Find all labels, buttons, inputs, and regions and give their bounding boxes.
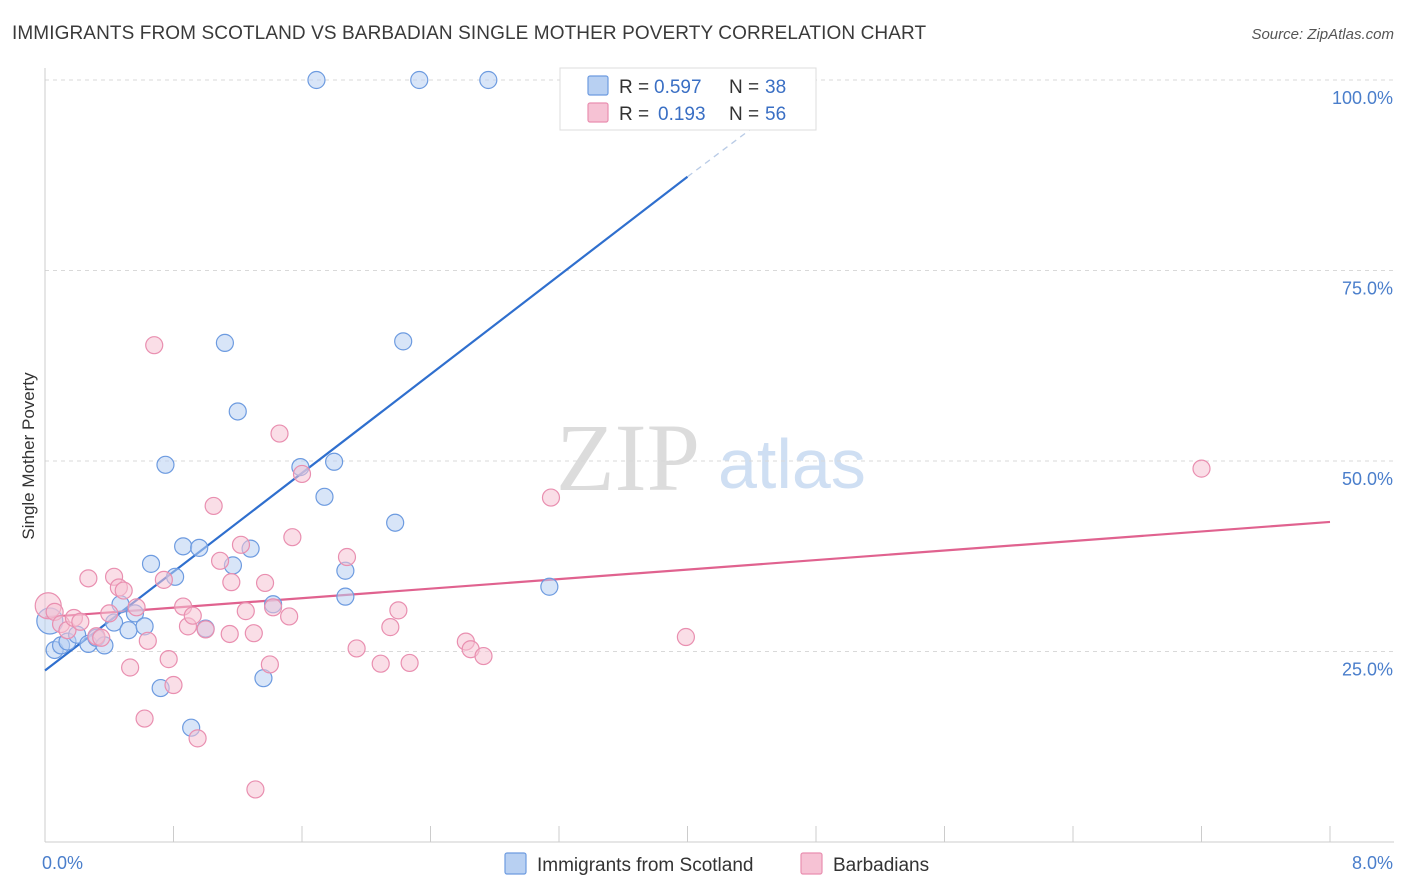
point-series-1-23 bbox=[183, 606, 202, 625]
legend-n-label-2: N = bbox=[729, 104, 759, 125]
y-axis-label: Single Mother Poverty bbox=[19, 372, 38, 540]
point-series-0-32 bbox=[336, 587, 355, 606]
trend-line-0 bbox=[44, 175, 689, 672]
point-series-1-12 bbox=[114, 581, 133, 600]
trend-line-1 bbox=[44, 520, 1331, 619]
y-tick-label-2: 75.0% bbox=[1342, 279, 1393, 299]
point-series-1-35 bbox=[260, 655, 279, 674]
point-series-1-15 bbox=[135, 709, 154, 728]
x-tick-label-1: 8.0% bbox=[1352, 853, 1393, 873]
legend-r-value-1: 0.597 bbox=[654, 77, 702, 98]
axes bbox=[44, 68, 1394, 843]
point-series-0-37 bbox=[540, 577, 559, 596]
data-points bbox=[34, 70, 1211, 799]
point-series-0-10 bbox=[119, 621, 138, 640]
point-series-1-44 bbox=[381, 618, 400, 637]
point-series-1-49 bbox=[474, 646, 493, 666]
point-series-1-9 bbox=[100, 604, 119, 623]
point-series-0-21 bbox=[215, 333, 234, 352]
x-tick-labels: 0.0% 8.0% bbox=[42, 853, 1393, 873]
bottom-legend-label-scotland: Immigrants from Scotland bbox=[537, 855, 753, 876]
point-series-1-39 bbox=[283, 528, 302, 547]
legend-n-value-2: 56 bbox=[765, 104, 786, 125]
point-series-1-28 bbox=[220, 624, 239, 644]
point-series-1-51 bbox=[676, 627, 695, 647]
point-series-1-6 bbox=[79, 569, 98, 588]
watermark-zip: ZIP bbox=[556, 404, 700, 511]
point-series-1-17 bbox=[145, 336, 164, 355]
bottom-legend-swatch-scotland bbox=[504, 852, 527, 875]
point-series-1-8 bbox=[92, 628, 111, 647]
point-series-1-19 bbox=[159, 650, 178, 669]
point-series-0-29 bbox=[315, 487, 334, 506]
point-series-0-36 bbox=[479, 70, 498, 90]
point-series-1-24 bbox=[188, 729, 207, 748]
point-series-0-15 bbox=[156, 455, 175, 474]
point-series-1-27 bbox=[210, 551, 230, 570]
legend-n-value-1: 38 bbox=[765, 77, 786, 98]
chart-source: Source: ZipAtlas.com bbox=[1251, 26, 1394, 43]
point-series-1-45 bbox=[389, 601, 408, 620]
point-series-1-29 bbox=[222, 573, 241, 592]
y-tick-labels: 25.0% 50.0% 75.0% 100.0% bbox=[1332, 88, 1393, 680]
point-series-0-23 bbox=[228, 402, 247, 421]
point-series-0-34 bbox=[394, 332, 413, 351]
point-series-0-19 bbox=[190, 538, 209, 557]
point-series-1-34 bbox=[255, 573, 275, 593]
watermark-atlas: atlas bbox=[718, 425, 866, 503]
bottom-legend: Immigrants from Scotland Barbadians bbox=[504, 852, 929, 876]
point-series-1-32 bbox=[244, 624, 263, 643]
chart-title: IMMIGRANTS FROM SCOTLAND VS BARBADIAN SI… bbox=[12, 23, 926, 44]
point-series-1-50 bbox=[541, 488, 561, 507]
legend-n-label-1: N = bbox=[729, 77, 759, 98]
watermark: ZIP atlas bbox=[556, 404, 866, 511]
point-series-1-38 bbox=[280, 607, 299, 626]
point-series-1-25 bbox=[196, 620, 215, 639]
point-series-1-18 bbox=[154, 570, 173, 589]
point-series-1-37 bbox=[270, 424, 289, 443]
point-series-1-43 bbox=[371, 654, 390, 673]
grid-lines bbox=[45, 79, 1394, 652]
point-series-0-30 bbox=[325, 452, 344, 471]
point-series-1-36 bbox=[263, 598, 283, 617]
legend-r-label-2: R = bbox=[619, 104, 649, 125]
legend-r-value-2: 0.193 bbox=[658, 104, 706, 125]
point-series-0-33 bbox=[386, 513, 405, 532]
point-series-1-13 bbox=[121, 658, 140, 677]
point-series-1-42 bbox=[347, 639, 366, 658]
x-tick-label-0: 0.0% bbox=[42, 853, 83, 873]
point-series-1-20 bbox=[164, 675, 183, 695]
point-series-0-27 bbox=[307, 70, 326, 90]
point-series-1-31 bbox=[236, 602, 255, 621]
legend-swatch-barbadians bbox=[587, 102, 609, 123]
top-legend: R = 0.597 N = 38 R = 0.193 N = 56 bbox=[559, 67, 817, 131]
point-series-0-17 bbox=[174, 537, 193, 556]
point-series-1-46 bbox=[400, 653, 419, 673]
point-series-1-30 bbox=[231, 535, 251, 554]
y-tick-label-0: 25.0% bbox=[1342, 660, 1393, 680]
legend-r-label-1: R = bbox=[619, 77, 649, 98]
point-series-0-35 bbox=[410, 70, 429, 90]
point-series-1-41 bbox=[337, 547, 357, 567]
point-series-1-26 bbox=[204, 496, 223, 516]
y-tick-label-1: 50.0% bbox=[1342, 469, 1393, 489]
bottom-legend-label-barbadians: Barbadians bbox=[833, 855, 929, 876]
point-series-1-40 bbox=[292, 464, 312, 484]
point-series-1-52 bbox=[1192, 459, 1211, 478]
point-series-1-5 bbox=[71, 612, 90, 631]
y-tick-label-3: 100.0% bbox=[1332, 88, 1393, 108]
point-series-0-13 bbox=[141, 554, 161, 573]
point-series-1-33 bbox=[246, 780, 265, 799]
point-series-1-16 bbox=[138, 631, 157, 650]
bottom-legend-swatch-barbadians bbox=[800, 852, 823, 875]
point-series-1-14 bbox=[127, 598, 146, 617]
legend-swatch-scotland bbox=[587, 75, 609, 96]
